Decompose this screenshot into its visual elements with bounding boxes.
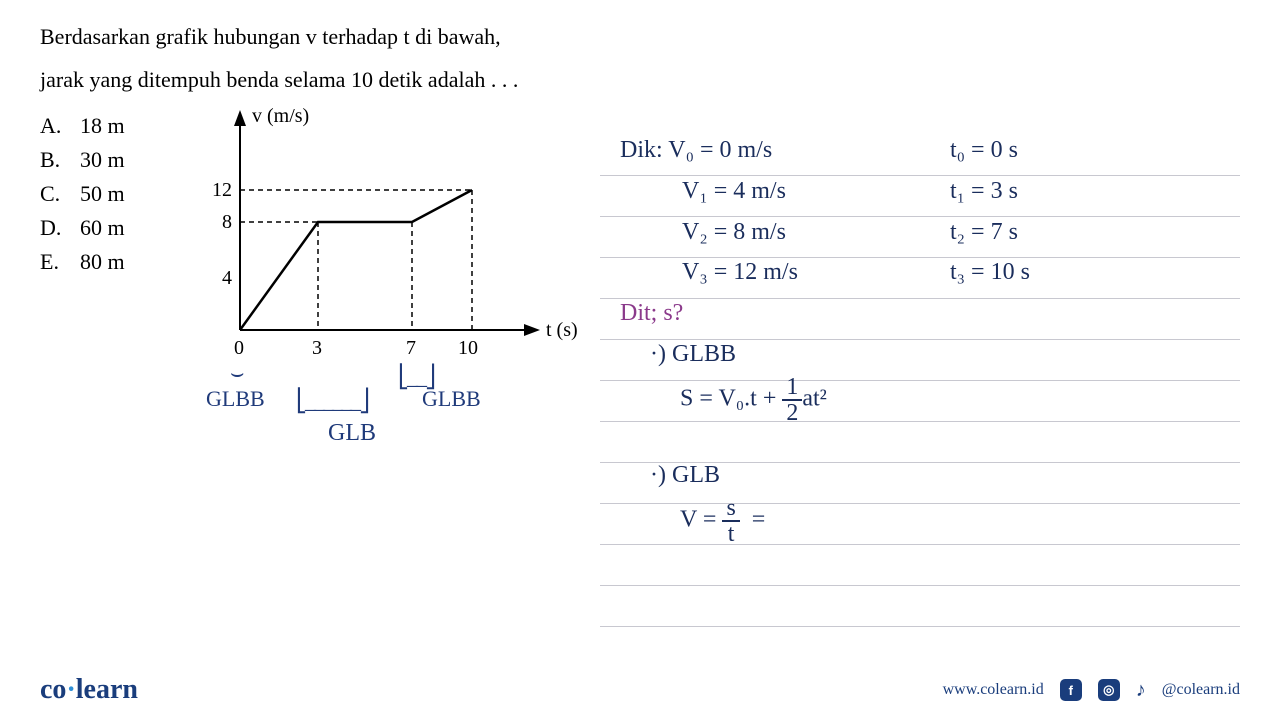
option-text: 30 m <box>80 147 125 173</box>
note-t2: t₂ = 7 s <box>950 212 1150 253</box>
option-letter: A. <box>40 113 64 139</box>
note-t3: t₃ = 10 s <box>950 252 1150 293</box>
svg-text:10: 10 <box>458 337 478 359</box>
option-d: D. 60 m <box>40 215 125 241</box>
footer-url: www.colearn.id <box>943 681 1044 699</box>
note-t1: t₁ = 3 s <box>950 171 1150 212</box>
option-b: B. 30 m <box>40 147 125 173</box>
ruled-line <box>600 585 1240 586</box>
option-a: A. 18 m <box>40 113 125 139</box>
logo-co: co <box>40 674 66 705</box>
ruled-line <box>600 626 1240 627</box>
footer-handle: @colearn.id <box>1162 681 1240 699</box>
note-glbb-label: ·) GLBB <box>620 334 736 375</box>
logo: co·learn <box>40 674 138 706</box>
svg-text:7: 7 <box>406 337 416 359</box>
option-letter: C. <box>40 181 64 207</box>
note-t0: t₀ = 0 s <box>950 130 1150 171</box>
annotation-glbb2: GLBB <box>422 386 481 412</box>
option-letter: E. <box>40 249 64 275</box>
note-glbb-formula: S = V₀.t + 12at² <box>620 375 827 425</box>
svg-text:4: 4 <box>222 267 232 289</box>
graph-svg: v (m/s) t (s) 12 8 4 0 3 7 10 <box>200 100 580 380</box>
tiktok-icon: ♪ <box>1136 679 1146 702</box>
svg-text:0: 0 <box>234 337 244 359</box>
svg-text:3: 3 <box>312 337 322 359</box>
note-v2: V₂ = 8 m/s <box>620 212 950 253</box>
annotation-glbb1: GLBB <box>206 386 265 412</box>
question-line1: Berdasarkan grafik hubungan v terhadap t… <box>40 20 1240 53</box>
handwritten-notes: Dik: V₀ = 0 m/s t₀ = 0 s V₁ = 4 m/s t₁ =… <box>620 130 1240 546</box>
note-glb-label: ·) GLB <box>620 455 720 496</box>
note-glb-formula: V = st = <box>620 496 765 546</box>
option-e: E. 80 m <box>40 249 125 275</box>
option-text: 60 m <box>80 215 125 241</box>
note-v1: V₁ = 4 m/s <box>620 171 950 212</box>
option-letter: D. <box>40 215 64 241</box>
bracket-1: ⌣ <box>230 360 244 386</box>
option-text: 80 m <box>80 249 125 275</box>
annotation-glb: GLB <box>328 420 376 447</box>
option-letter: B. <box>40 147 64 173</box>
y-axis-label: v (m/s) <box>252 105 309 127</box>
footer: co·learn www.colearn.id f ◎ ♪ @colearn.i… <box>0 660 1280 720</box>
option-c: C. 50 m <box>40 181 125 207</box>
svg-text:12: 12 <box>212 179 232 201</box>
x-axis-label: t (s) <box>546 319 578 341</box>
logo-learn: learn <box>76 674 138 705</box>
option-text: 18 m <box>80 113 125 139</box>
note-dit: Dit; s? <box>620 293 683 334</box>
velocity-time-graph: v (m/s) t (s) 12 8 4 0 3 7 10 ⌣ GLBB ⎣__… <box>200 100 580 460</box>
question-line2: jarak yang ditempuh benda selama 10 deti… <box>40 63 1240 96</box>
dik-label: Dik: <box>620 137 663 163</box>
option-text: 50 m <box>80 181 125 207</box>
svg-text:8: 8 <box>222 211 232 233</box>
instagram-icon: ◎ <box>1098 679 1120 701</box>
note-v3: V₃ = 12 m/s <box>620 252 950 293</box>
note-v0: V₀ = 0 m/s <box>668 137 772 163</box>
bracket-2: ⎣______⎦ <box>296 388 368 414</box>
facebook-icon: f <box>1060 679 1082 701</box>
